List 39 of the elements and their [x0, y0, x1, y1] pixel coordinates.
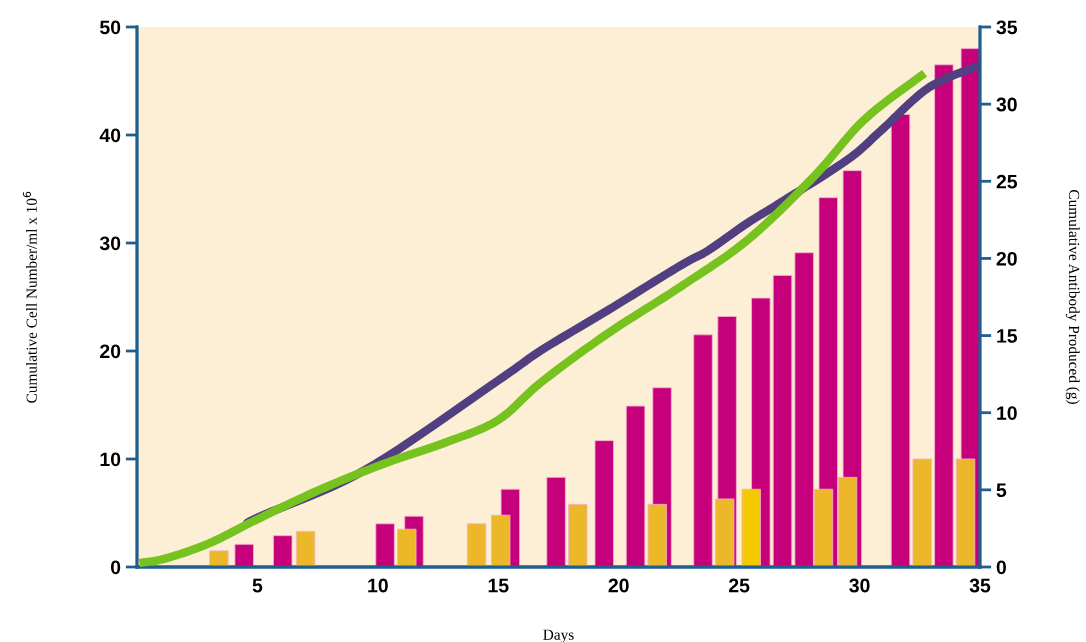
x-tick-label: 30 — [849, 578, 870, 593]
bar — [568, 503, 588, 567]
y2-tick-label: 35 — [996, 20, 1018, 35]
bar — [594, 440, 614, 567]
x-axis-title: Days — [543, 629, 574, 642]
y2-tick-label: 25 — [996, 174, 1018, 189]
bar — [234, 543, 254, 567]
y2-tick-label: 10 — [997, 406, 1017, 420]
y-tick-label: 20 — [100, 344, 121, 359]
bar — [295, 530, 316, 567]
bar — [693, 334, 713, 567]
bar — [772, 274, 793, 567]
bar — [375, 523, 395, 567]
y-tick-label: 0 — [110, 560, 121, 575]
bar — [546, 476, 566, 567]
bar — [934, 64, 954, 567]
y-tick-label: 30 — [99, 236, 121, 251]
y-tick-label: 40 — [99, 128, 121, 143]
bar — [209, 550, 229, 567]
bar — [625, 405, 646, 567]
y2-tick-label: 20 — [996, 251, 1017, 266]
y2-tick-label: 0 — [996, 560, 1006, 575]
y-axis-title: Cumulative Cell Number/ml x 10$^{6}$ — [22, 191, 37, 403]
bar — [890, 114, 911, 567]
bar — [273, 535, 293, 567]
y-tick-label: 50 — [100, 20, 121, 35]
x-tick-label: 15 — [488, 578, 509, 593]
x-tick-label: 10 — [368, 578, 388, 593]
y2-tick-label: 15 — [997, 329, 1018, 343]
x-tick-label: 20 — [608, 578, 629, 593]
y-tick-label: 10 — [100, 452, 121, 467]
bar — [912, 458, 932, 567]
y2-tick-label: 30 — [996, 97, 1017, 112]
x-tick-label: 25 — [729, 578, 750, 593]
y2-tick-label: 5 — [996, 483, 1007, 498]
x-tick-label: 5 — [252, 578, 263, 593]
bar — [466, 523, 487, 567]
y2-axis-title: Cumulative Antibody Produced (g) — [1065, 190, 1080, 404]
x-tick-label: 35 — [969, 578, 991, 593]
